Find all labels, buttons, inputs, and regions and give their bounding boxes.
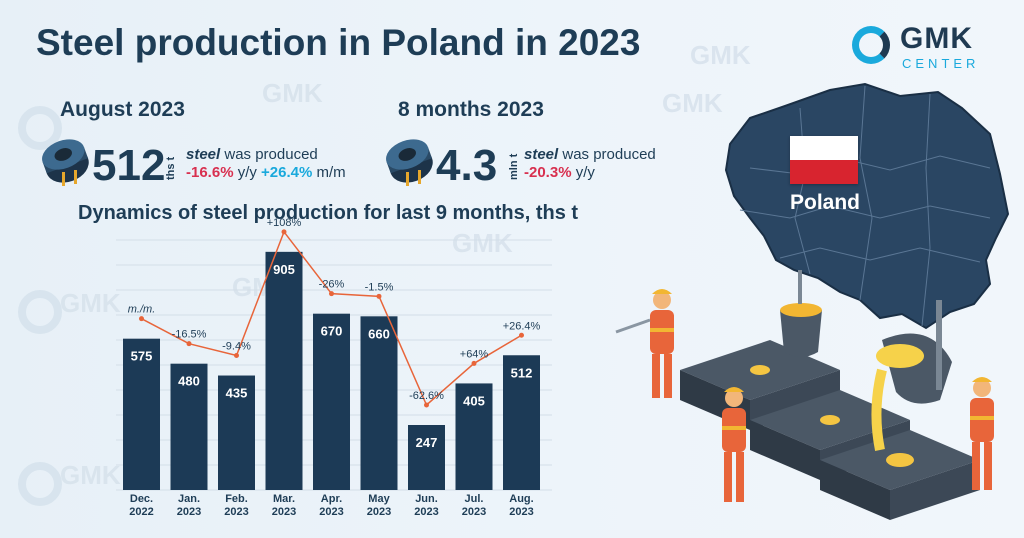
- watermark: GMK: [662, 88, 723, 118]
- map-label: Poland: [790, 191, 861, 214]
- logo-sub: CENTER: [902, 56, 980, 71]
- stat-period-value: 4.3: [436, 141, 498, 190]
- stat-month-text: steel was produced: [186, 146, 318, 163]
- stat-month-text-main: was produced: [224, 146, 318, 163]
- chart-title: Dynamics of steel production for last 9 …: [78, 202, 579, 224]
- worker-icon: [615, 289, 674, 398]
- stat-period-changes: -20.3% y/y: [524, 164, 595, 181]
- ingot-molds: [680, 340, 980, 520]
- steel-coil-icon: [42, 139, 89, 186]
- worker-icon: [722, 387, 746, 502]
- stat-period-text-em: steel: [524, 146, 559, 163]
- page-title: Steel production in Poland in 2023: [36, 22, 641, 63]
- stat-period-heading: 8 months 2023: [398, 98, 544, 121]
- watermark: GMK: [60, 460, 121, 490]
- logo-ring-icon: [852, 26, 890, 64]
- watermark-ring: [18, 462, 62, 506]
- watermark: GMK: [232, 272, 293, 302]
- watermark: GMK: [452, 228, 513, 258]
- watermark: GMK: [690, 40, 751, 70]
- stat-month-heading: August 2023: [60, 98, 185, 121]
- stat-month-unit: ths t: [165, 156, 177, 180]
- gmk-logo: GMK CENTER: [852, 22, 1002, 72]
- stat-period-text: steel was produced: [524, 146, 656, 163]
- stat-period-unit: mln t: [508, 153, 520, 180]
- stat-period-text-main: was produced: [562, 146, 656, 163]
- stat-month-mm: +26.4%: [261, 164, 313, 181]
- stat-month-changes: -16.6% y/y +26.4% m/m: [186, 164, 346, 181]
- watermark: GMK: [60, 288, 121, 318]
- steel-coil-icon: [386, 139, 433, 186]
- stat-month-text-em: steel: [186, 146, 221, 163]
- worker-icon: [970, 377, 994, 490]
- ladle-icon: [780, 270, 822, 357]
- pouring-ladle-icon: [871, 300, 952, 451]
- stat-month-yy: -16.6%: [186, 164, 234, 181]
- watermark-ring: [18, 106, 62, 150]
- stat-period-yy: -20.3%: [524, 164, 572, 181]
- logo-name: GMK: [900, 22, 973, 55]
- steelworks-illustration: [615, 270, 994, 520]
- stat-month-value: 512: [92, 141, 166, 190]
- stat-month-yy-label: y/y: [237, 164, 257, 181]
- watermark: GMK: [262, 78, 323, 108]
- watermark-ring: [18, 290, 62, 334]
- poland-flag: [790, 136, 858, 184]
- stat-month-mm-label: m/m: [316, 164, 346, 181]
- stat-period-yy-label: y/y: [575, 164, 595, 181]
